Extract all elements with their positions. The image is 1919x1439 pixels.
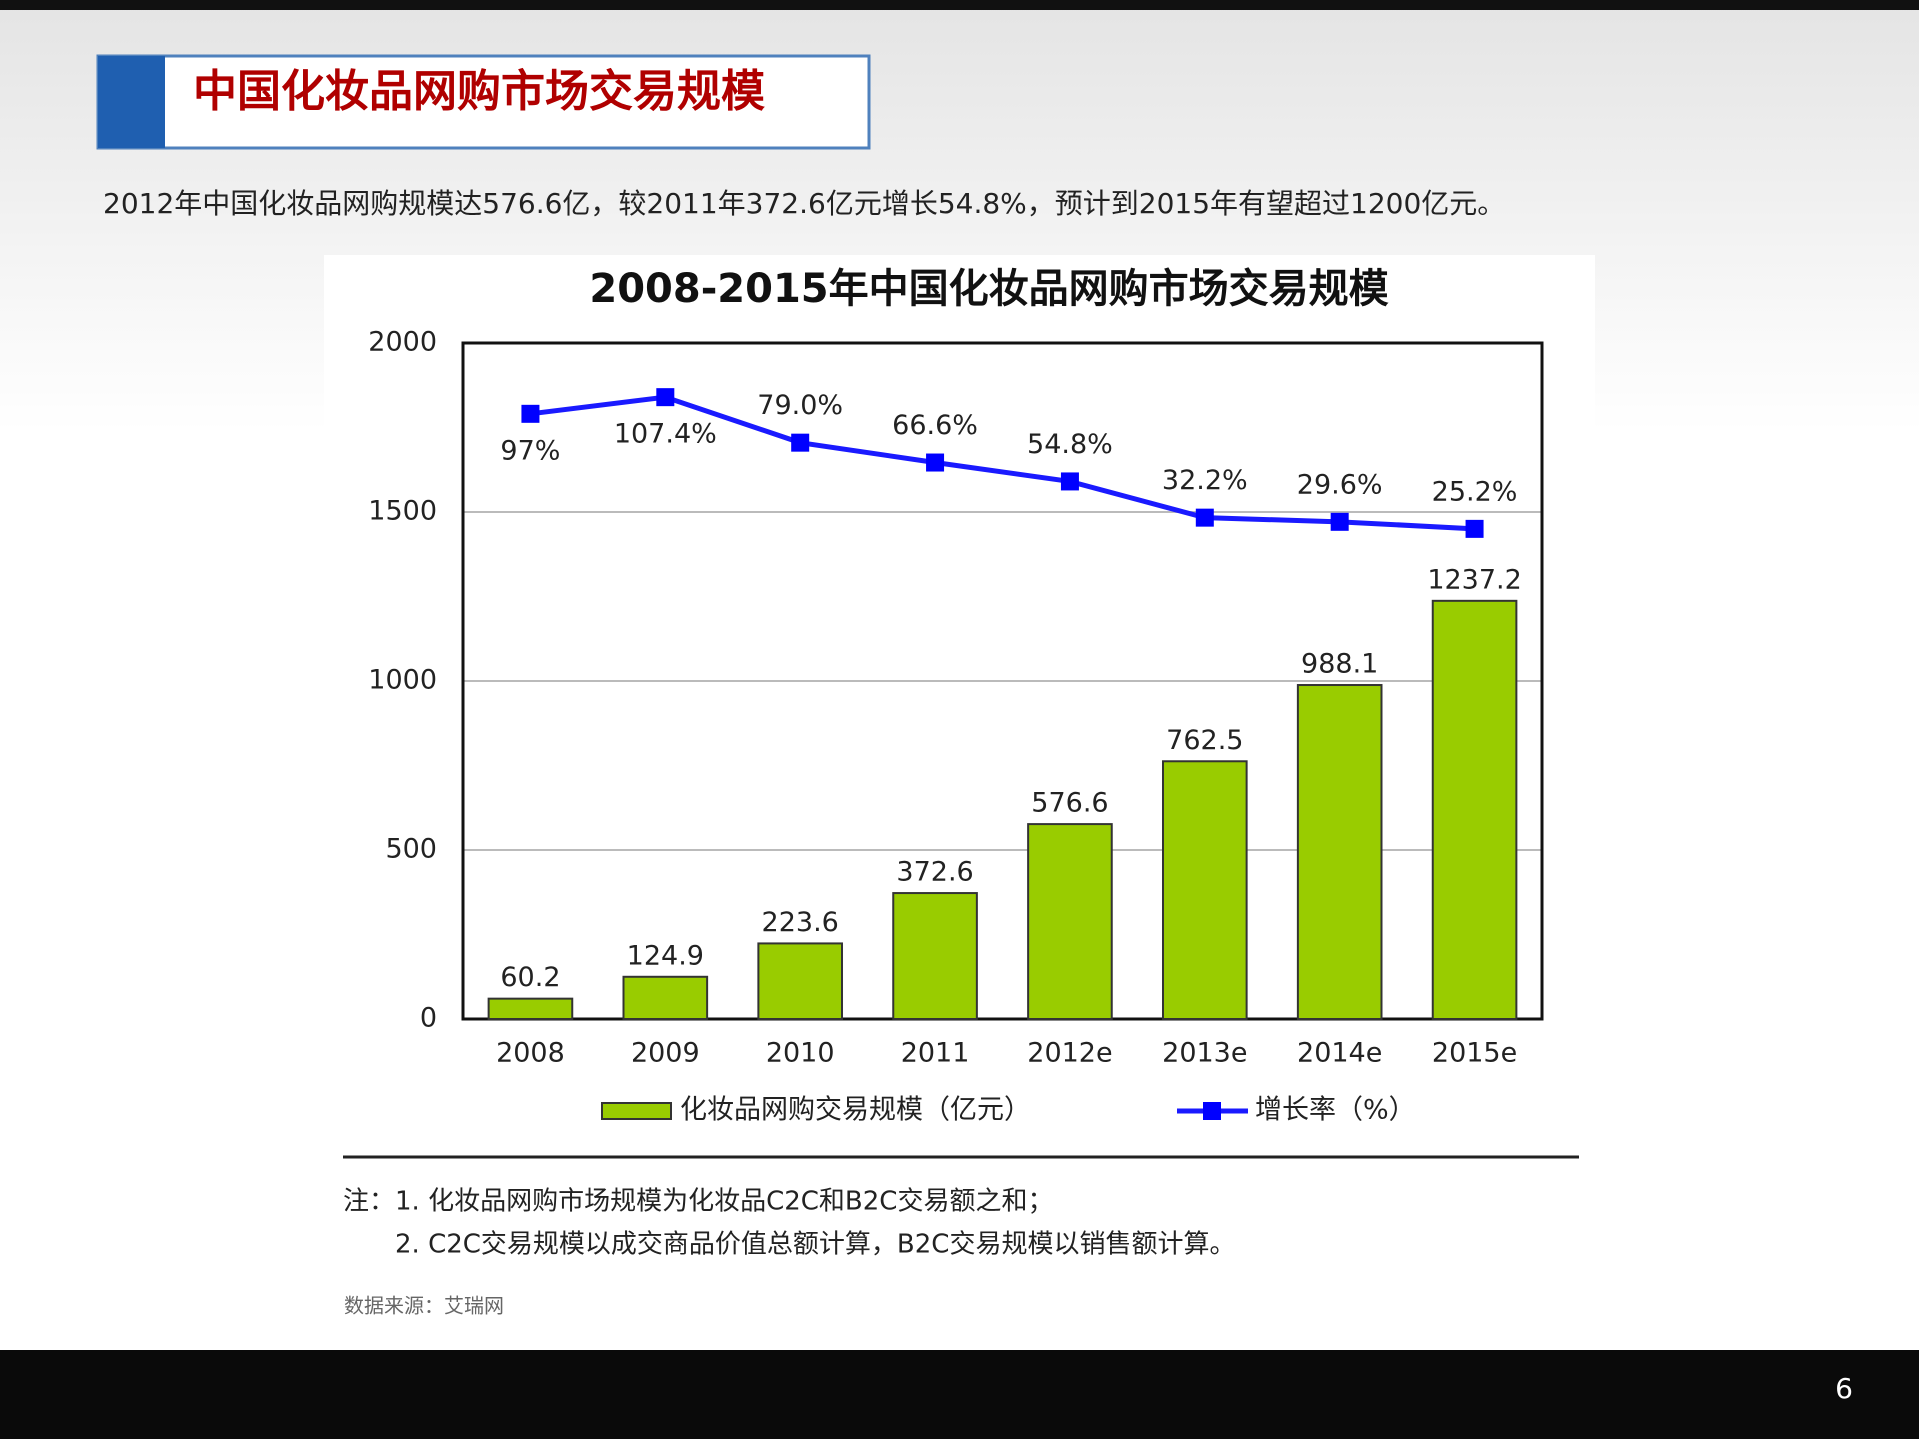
- note: 2. C2C交易规模以成交商品价值总额计算，B2C交易规模以销售额计算。: [395, 1230, 1235, 1260]
- page-number: 6: [1835, 1372, 1853, 1405]
- y-tick-label: 1500: [368, 496, 437, 527]
- x-tick-label: 2012e: [1027, 1038, 1112, 1069]
- line-marker: [791, 433, 810, 452]
- line-value-label: 32.2%: [1162, 465, 1248, 496]
- x-tick-label: 2011: [901, 1038, 970, 1069]
- line-marker: [1195, 508, 1214, 527]
- legend-label: 化妆品网购交易规模（亿元）: [680, 1095, 1031, 1126]
- line-marker: [521, 404, 540, 423]
- line: [530, 394, 1475, 532]
- line-value-label: 97%: [500, 435, 560, 466]
- line-value-label: 79.0%: [757, 390, 843, 421]
- x-tick-label: 2014e: [1297, 1038, 1382, 1069]
- bar-value-label: 372.6: [896, 857, 973, 888]
- bar-value-label: 223.6: [762, 907, 839, 938]
- y-tick-label: 0: [420, 1003, 437, 1034]
- bar: [892, 892, 978, 1021]
- line-value-label: 66.6%: [892, 410, 978, 441]
- line-marker: [926, 453, 945, 472]
- legend-swatch: [601, 1102, 672, 1120]
- top-bar: [0, 0, 1919, 10]
- chart-panel: [324, 255, 1595, 1345]
- bar-value-label: 60.2: [500, 962, 560, 993]
- line-marker: [1060, 472, 1079, 491]
- legend-marker: [1203, 1102, 1221, 1120]
- x-tick-label: 2008: [496, 1038, 565, 1069]
- bar-value-label: 762.5: [1166, 725, 1243, 756]
- line-value-label: 54.8%: [1027, 429, 1113, 460]
- legend-label: 增长率（%）: [1255, 1095, 1416, 1126]
- y-tick-label: 1000: [368, 665, 437, 696]
- bar: [1296, 684, 1383, 1021]
- header-block: [98, 56, 165, 148]
- header-title: 中国化妆品网购市场交易规模: [193, 66, 765, 117]
- plot-frame: [461, 341, 1544, 1021]
- bar-value-label: 1237.2: [1427, 564, 1521, 595]
- x-tick-label: 2009: [631, 1038, 700, 1069]
- y-tick-label: 500: [385, 834, 437, 865]
- plot: 0 500 1000 1500 2000 2008 2009 2010 2011 2012e 201…: [368, 327, 1544, 1126]
- header-box: [96, 54, 871, 150]
- bar: [1162, 760, 1248, 1021]
- bar: [1027, 823, 1113, 1020]
- y-tick-label: 2000: [368, 327, 437, 358]
- bar-value-label: 988.1: [1301, 649, 1378, 680]
- bottom-bar: [0, 1350, 1919, 1439]
- bar-value-label: 576.6: [1031, 788, 1108, 819]
- bar: [487, 997, 574, 1021]
- x-tick-label: 2010: [766, 1038, 835, 1069]
- line-marker: [656, 388, 675, 407]
- subtitle: 2012年中国化妆品网购规模达576.6亿，较2011年372.6亿元增长54.…: [103, 187, 1505, 220]
- line-value-label: 25.2%: [1432, 476, 1518, 507]
- bar: [757, 942, 843, 1021]
- bar: [1431, 599, 1518, 1021]
- source: 数据来源：艾瑞网: [344, 1294, 504, 1318]
- chart-title: 2008-2015年中国化妆品网购市场交易规模: [589, 266, 1388, 312]
- x-tick-label: 2013e: [1162, 1038, 1247, 1069]
- bar-value-label: 124.9: [627, 940, 704, 971]
- line-value-label: 29.6%: [1297, 469, 1383, 500]
- line-marker: [1330, 512, 1349, 531]
- bar: [622, 975, 709, 1021]
- line-value-label: 107.4%: [614, 419, 717, 450]
- note: 注：1. 化妆品网购市场规模为化妆品C2C和B2C交易额之和；: [343, 1187, 1053, 1217]
- x-tick-label: 2015e: [1432, 1038, 1517, 1069]
- line-marker: [1465, 519, 1484, 538]
